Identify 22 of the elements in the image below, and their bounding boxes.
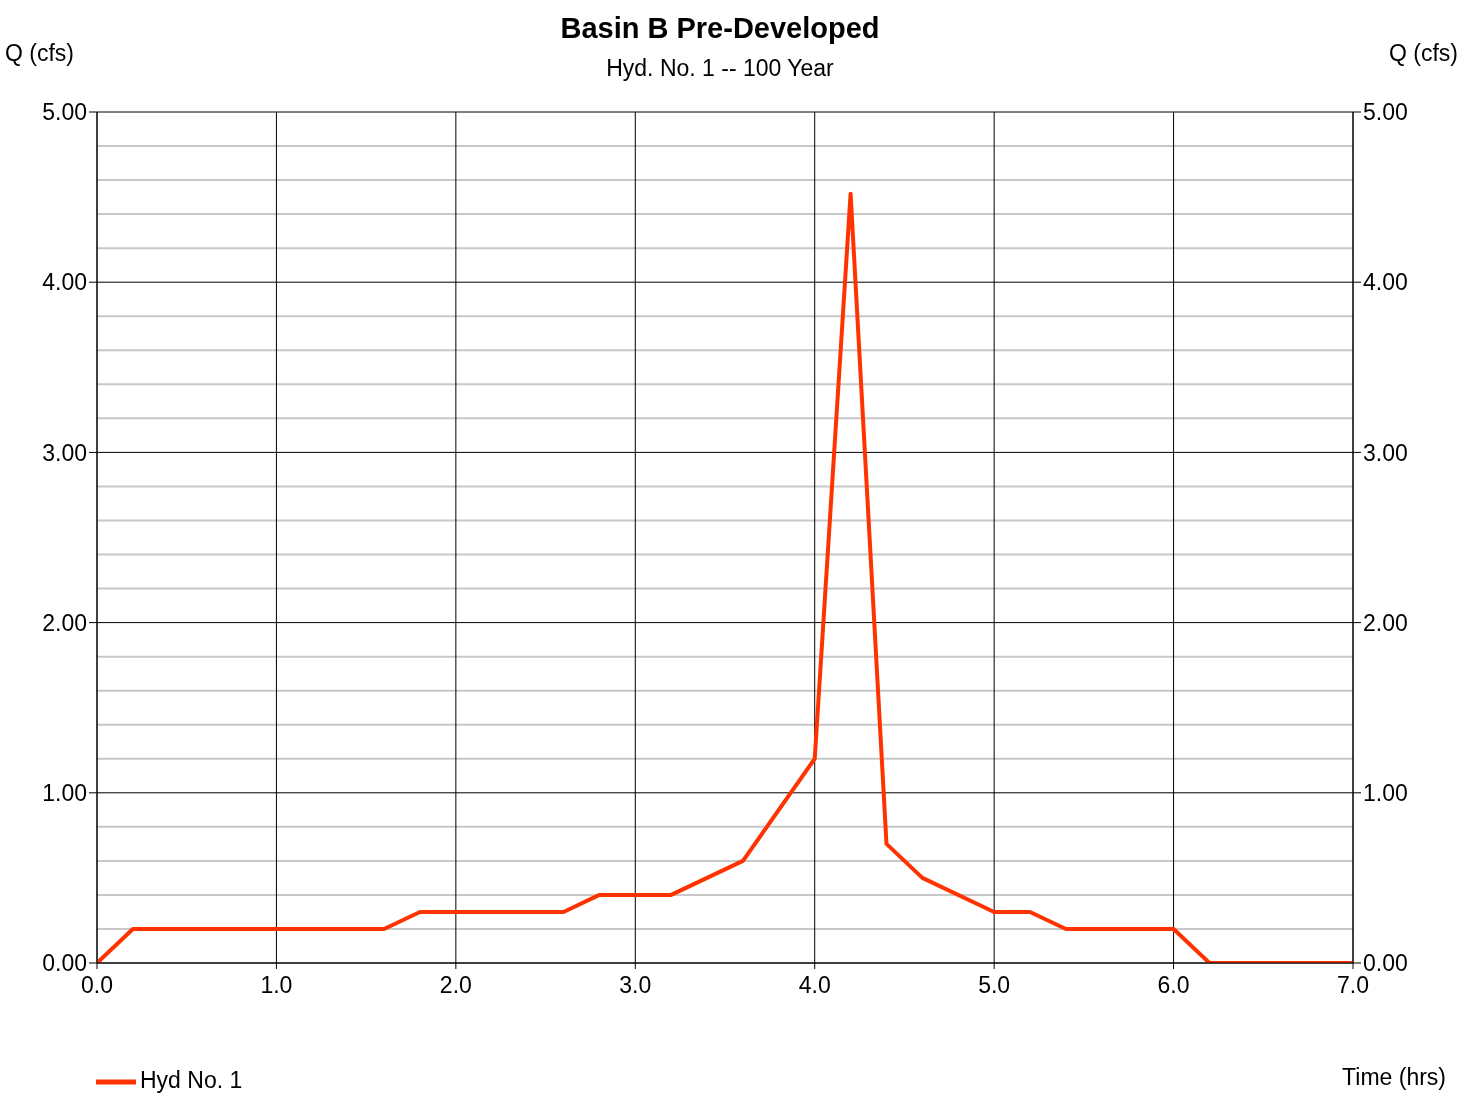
x-axis-title: Time (hrs): [1342, 1064, 1446, 1091]
y-tick-label: 2.00: [42, 609, 87, 636]
chart-title: Basin B Pre-Developed: [560, 12, 880, 44]
y2-axis-title: Q (cfs): [1389, 40, 1458, 67]
y-tick-label: 5.00: [42, 99, 87, 126]
x-tick-label: 5.0: [978, 972, 1011, 999]
x-tick-label: 2.0: [439, 972, 472, 999]
x-tick-label: 1.0: [260, 972, 293, 999]
y-tick-label: 3.00: [42, 439, 87, 466]
x-tick-label: 3.0: [619, 972, 652, 999]
y2-tick-label: 1.00: [1363, 779, 1408, 806]
y-tick-label: 1.00: [42, 779, 87, 806]
y-axis-title: Q (cfs): [5, 40, 74, 67]
legend-label: Hyd No. 1: [140, 1067, 243, 1094]
y2-tick-label: 4.00: [1363, 269, 1408, 296]
chart-subtitle: Hyd. No. 1 -- 100 Year: [606, 55, 834, 81]
y2-tick-label: 2.00: [1363, 609, 1408, 636]
y2-tick-label: 5.00: [1363, 99, 1408, 126]
y-tick-label: 4.00: [42, 269, 87, 296]
x-tick-label: 6.0: [1157, 972, 1190, 999]
x-tick-label: 4.0: [798, 972, 831, 999]
y2-tick-label: 3.00: [1363, 439, 1408, 466]
